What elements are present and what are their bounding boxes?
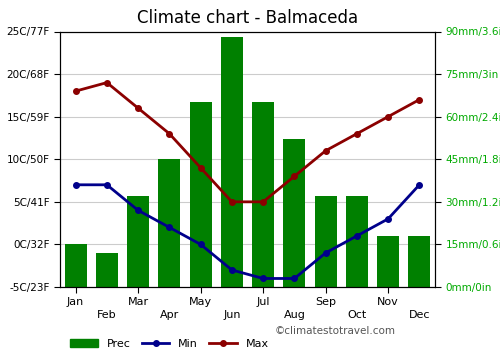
Text: ©climatestotravel.com: ©climatestotravel.com xyxy=(275,326,396,336)
Bar xyxy=(346,196,368,287)
Bar xyxy=(408,236,430,287)
Title: Climate chart - Balmaceda: Climate chart - Balmaceda xyxy=(137,9,358,27)
Bar xyxy=(252,103,274,287)
Bar xyxy=(64,244,86,287)
Bar xyxy=(377,236,399,287)
Bar xyxy=(284,139,306,287)
Bar xyxy=(127,196,149,287)
Bar xyxy=(190,103,212,287)
Legend: Prec, Min, Max: Prec, Min, Max xyxy=(66,334,274,350)
Bar xyxy=(158,159,180,287)
Bar xyxy=(314,196,336,287)
Bar xyxy=(221,37,243,287)
Bar xyxy=(96,253,118,287)
